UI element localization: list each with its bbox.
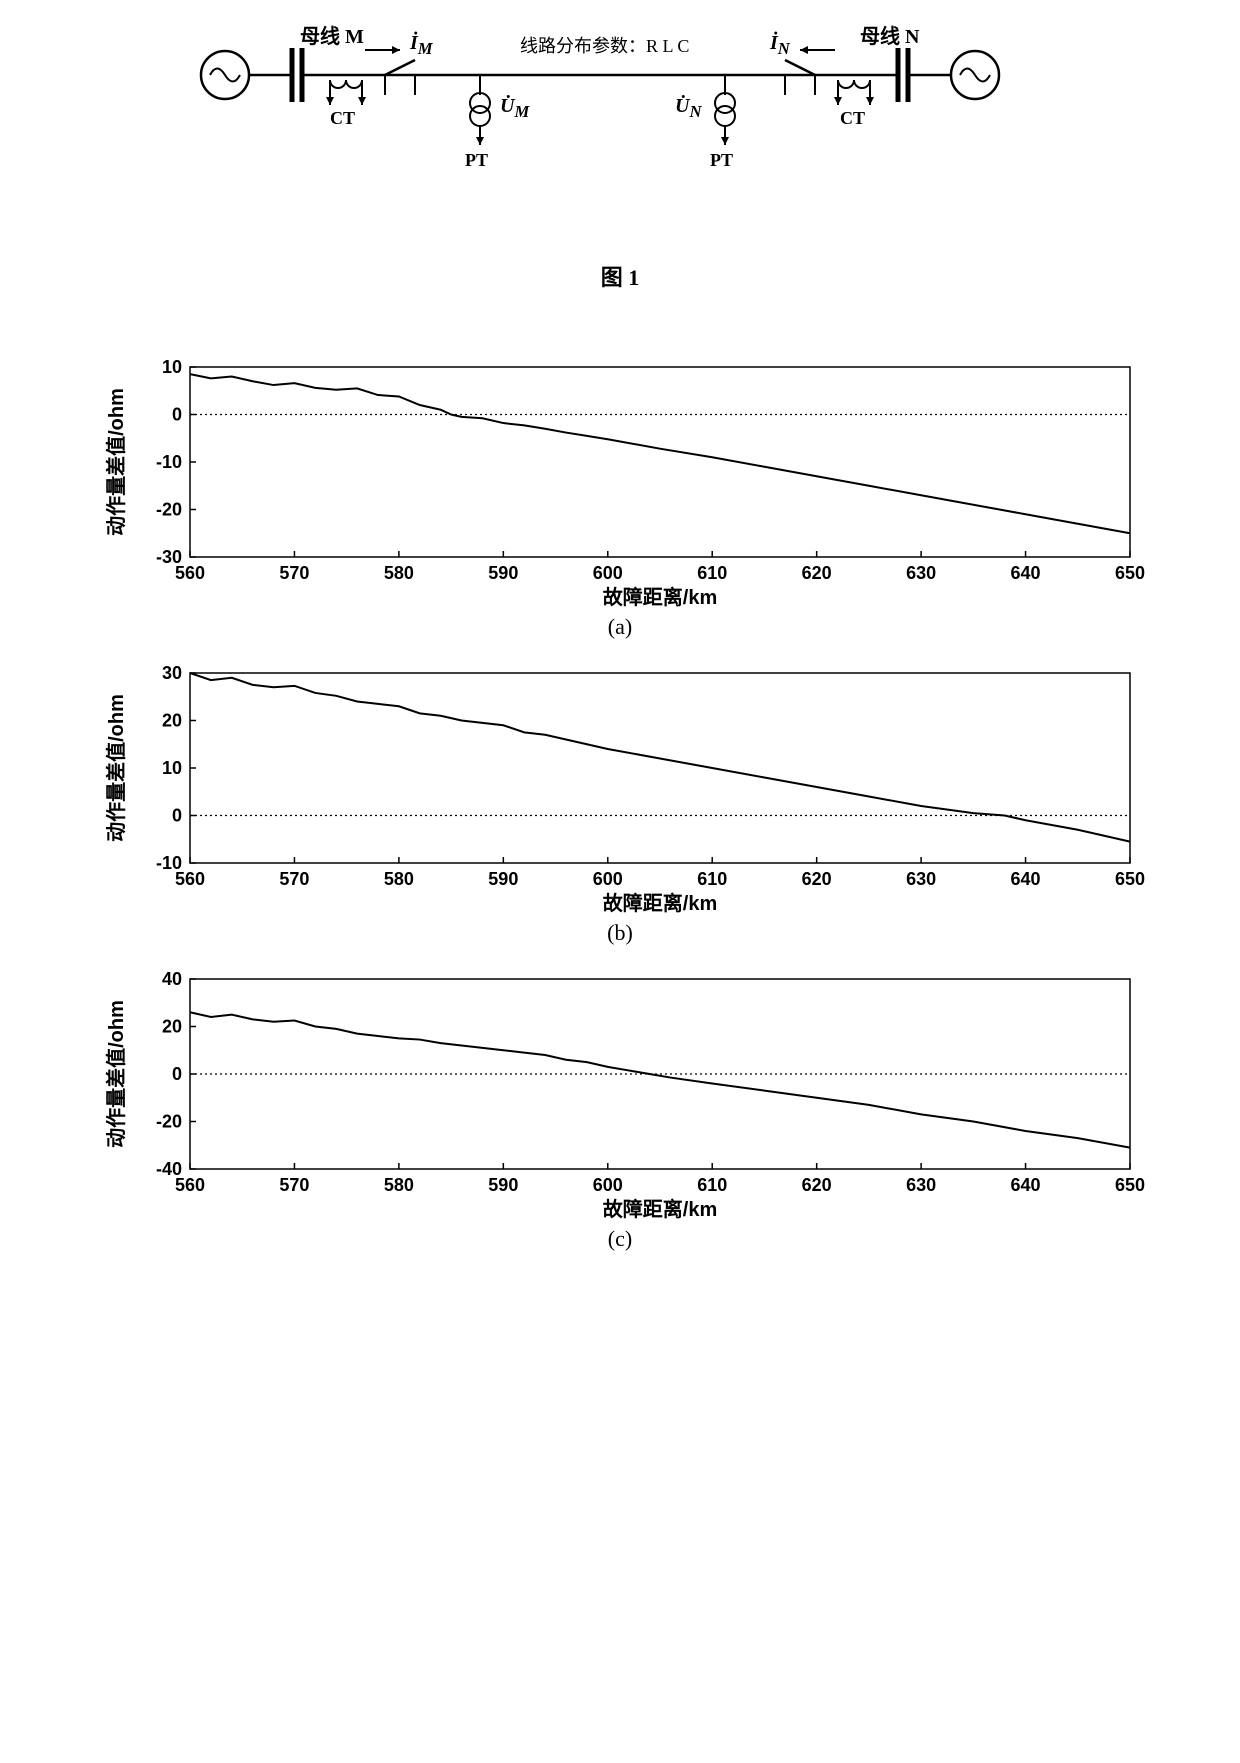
svg-text:600: 600 [593,563,623,583]
svg-text:590: 590 [488,869,518,889]
svg-text:动作量差值/ohm: 动作量差值/ohm [104,388,128,536]
svg-text:610: 610 [697,869,727,889]
ct-right-label: CT [840,108,865,129]
svg-text:580: 580 [384,1175,414,1195]
chart-c-caption: (c) [95,1226,1145,1252]
svg-text:20: 20 [162,711,182,731]
svg-text:640: 640 [1011,1175,1041,1195]
un-label: U̇N [675,95,701,122]
svg-text:故障距离/km: 故障距离/km [603,585,717,609]
svg-text:560: 560 [175,869,205,889]
svg-text:0: 0 [172,1064,182,1084]
svg-text:570: 570 [279,1175,309,1195]
un-sub: N [689,102,701,121]
svg-text:640: 640 [1011,869,1041,889]
figure-1-caption: 图 1 [20,260,1220,292]
svg-text:650: 650 [1115,563,1145,583]
svg-text:30: 30 [162,663,182,683]
chart-b-block: -100102030560570580590600610620630640650… [95,658,1145,946]
svg-text:630: 630 [906,1175,936,1195]
svg-text:560: 560 [175,1175,205,1195]
svg-text:600: 600 [593,869,623,889]
pt-left-label: PT [465,150,488,171]
im-symbol: İ [410,32,418,54]
svg-text:-20: -20 [156,500,182,520]
svg-text:580: 580 [384,563,414,583]
svg-text:故障距离/km: 故障距离/km [603,1197,717,1221]
circuit-diagram: 母线 M 母线 N 线路分布参数：R L C [170,20,1070,220]
svg-text:600: 600 [593,1175,623,1195]
in-label: İN [770,32,790,59]
in-sub: N [778,39,790,58]
svg-text:580: 580 [384,869,414,889]
chart-a-block: -30-20-100105605705805906006106206306406… [95,352,1145,640]
chart-c-svg: -40-200204056057058059060061062063064065… [95,964,1145,1224]
svg-text:590: 590 [488,563,518,583]
svg-text:630: 630 [906,869,936,889]
svg-text:620: 620 [802,869,832,889]
um-label: U̇M [500,95,529,122]
im-label: İM [410,32,433,59]
svg-text:560: 560 [175,563,205,583]
svg-text:0: 0 [172,405,182,425]
chart-a-svg: -30-20-100105605705805906006106206306406… [95,352,1145,612]
svg-text:10: 10 [162,357,182,377]
chart-c-block: -40-200204056057058059060061062063064065… [95,964,1145,1252]
um-sub: M [514,102,529,121]
im-sub: M [418,39,433,58]
un-symbol: U̇ [675,95,689,117]
svg-text:-20: -20 [156,1112,182,1132]
svg-text:570: 570 [279,563,309,583]
chart-b-caption: (b) [95,920,1145,946]
svg-text:570: 570 [279,869,309,889]
chart-b-svg: -100102030560570580590600610620630640650… [95,658,1145,918]
um-symbol: U̇ [500,95,514,117]
svg-text:20: 20 [162,1017,182,1037]
svg-text:动作量差值/ohm: 动作量差值/ohm [104,1000,128,1148]
svg-text:620: 620 [802,563,832,583]
svg-text:650: 650 [1115,869,1145,889]
svg-text:590: 590 [488,1175,518,1195]
ct-left-label: CT [330,108,355,129]
svg-text:640: 640 [1011,563,1041,583]
circuit-svg [170,20,1070,220]
svg-text:故障距离/km: 故障距离/km [603,891,717,915]
svg-text:650: 650 [1115,1175,1145,1195]
chart-a-caption: (a) [95,614,1145,640]
svg-text:610: 610 [697,1175,727,1195]
svg-text:620: 620 [802,1175,832,1195]
svg-text:10: 10 [162,758,182,778]
svg-text:610: 610 [697,563,727,583]
in-symbol: İ [770,32,778,54]
pt-right-label: PT [710,150,733,171]
svg-text:40: 40 [162,969,182,989]
svg-text:动作量差值/ohm: 动作量差值/ohm [104,694,128,842]
svg-text:0: 0 [172,806,182,826]
svg-text:630: 630 [906,563,936,583]
svg-text:-10: -10 [156,452,182,472]
